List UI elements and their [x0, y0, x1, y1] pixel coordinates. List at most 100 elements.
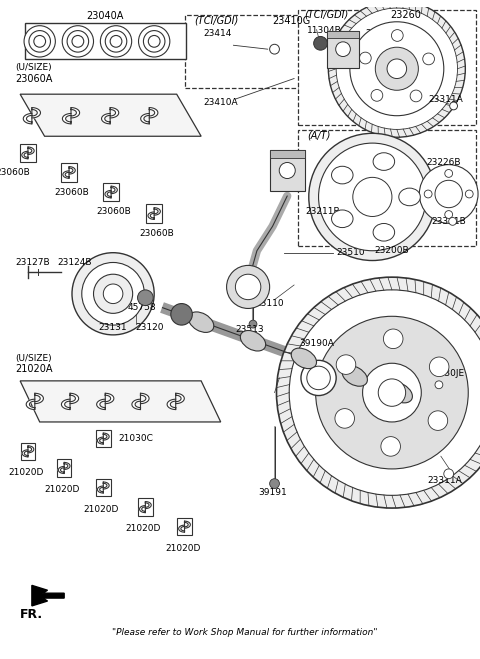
Polygon shape	[105, 190, 111, 198]
Circle shape	[72, 36, 84, 47]
Circle shape	[375, 47, 419, 90]
Polygon shape	[132, 399, 141, 409]
Bar	[270, 150, 305, 158]
Circle shape	[144, 30, 165, 52]
Circle shape	[424, 190, 432, 198]
Circle shape	[235, 274, 261, 300]
Polygon shape	[103, 482, 109, 489]
Polygon shape	[184, 521, 191, 528]
Circle shape	[29, 30, 50, 52]
Circle shape	[62, 26, 94, 57]
Text: 23060B: 23060B	[0, 168, 30, 177]
Text: 23124B: 23124B	[57, 258, 92, 267]
Text: 23260: 23260	[390, 10, 421, 20]
Circle shape	[94, 274, 132, 314]
Text: 23060A: 23060A	[15, 74, 53, 84]
Ellipse shape	[291, 348, 316, 368]
Polygon shape	[22, 152, 28, 159]
Text: 23040A: 23040A	[86, 11, 124, 21]
Text: 23110: 23110	[255, 299, 284, 308]
Text: 1430JE: 1430JE	[434, 368, 465, 378]
Circle shape	[360, 52, 371, 64]
Bar	[298, 130, 476, 246]
Polygon shape	[179, 525, 184, 532]
Bar	[327, 31, 359, 67]
Circle shape	[387, 59, 407, 78]
Circle shape	[24, 26, 55, 57]
Polygon shape	[167, 399, 176, 409]
Polygon shape	[71, 107, 80, 118]
Text: (U/SIZE): (U/SIZE)	[15, 63, 52, 72]
Circle shape	[307, 366, 330, 389]
Circle shape	[276, 277, 480, 508]
Circle shape	[336, 8, 457, 129]
Polygon shape	[154, 208, 160, 215]
Circle shape	[444, 469, 454, 478]
Circle shape	[381, 437, 400, 456]
Text: (TCI/GDI): (TCI/GDI)	[194, 16, 239, 26]
Circle shape	[313, 36, 327, 50]
Circle shape	[350, 22, 444, 116]
Text: 11304B: 11304B	[307, 26, 342, 35]
Polygon shape	[97, 486, 103, 493]
Text: 21020D: 21020D	[8, 469, 44, 477]
Polygon shape	[103, 433, 109, 440]
Circle shape	[449, 217, 456, 225]
Circle shape	[139, 26, 170, 57]
Circle shape	[67, 30, 89, 52]
Polygon shape	[32, 585, 64, 606]
Polygon shape	[110, 107, 119, 118]
Circle shape	[289, 290, 480, 496]
Circle shape	[309, 133, 436, 260]
Polygon shape	[20, 94, 201, 136]
Circle shape	[249, 320, 257, 328]
Circle shape	[353, 177, 392, 217]
Polygon shape	[35, 393, 43, 403]
Ellipse shape	[342, 366, 367, 386]
Text: 23200B: 23200B	[374, 246, 409, 255]
Circle shape	[105, 30, 127, 52]
Circle shape	[103, 284, 123, 304]
Text: (TCI/GDI): (TCI/GDI)	[304, 10, 348, 20]
Polygon shape	[141, 393, 149, 403]
Circle shape	[445, 169, 453, 177]
Bar	[61, 163, 77, 182]
Circle shape	[336, 42, 350, 57]
Circle shape	[110, 36, 122, 47]
Text: 23211B: 23211B	[306, 207, 340, 216]
Text: 23311A: 23311A	[429, 95, 463, 103]
Polygon shape	[62, 113, 71, 124]
Polygon shape	[61, 399, 70, 409]
Circle shape	[391, 30, 403, 42]
Polygon shape	[149, 107, 158, 118]
Polygon shape	[141, 113, 149, 124]
Circle shape	[445, 211, 453, 218]
Circle shape	[270, 44, 279, 54]
Circle shape	[423, 53, 434, 65]
Ellipse shape	[332, 166, 353, 184]
Text: 23060B: 23060B	[140, 229, 174, 238]
Circle shape	[428, 411, 448, 430]
Polygon shape	[26, 399, 35, 409]
Text: 45758: 45758	[128, 303, 156, 312]
Bar	[270, 150, 305, 190]
Polygon shape	[176, 393, 184, 403]
Polygon shape	[23, 113, 32, 124]
Polygon shape	[28, 445, 34, 453]
Ellipse shape	[332, 210, 353, 227]
Text: (U/SIZE): (U/SIZE)	[15, 354, 52, 363]
Circle shape	[378, 379, 406, 407]
Bar	[21, 443, 36, 460]
Text: 21030C: 21030C	[118, 434, 153, 443]
Circle shape	[430, 357, 449, 376]
Circle shape	[371, 90, 383, 101]
Circle shape	[279, 163, 295, 179]
Polygon shape	[22, 450, 28, 457]
Circle shape	[435, 181, 462, 208]
Circle shape	[72, 252, 154, 335]
Polygon shape	[140, 505, 145, 513]
Circle shape	[335, 409, 355, 428]
Text: 21020D: 21020D	[45, 485, 80, 494]
Bar	[138, 498, 153, 516]
Polygon shape	[96, 399, 105, 409]
